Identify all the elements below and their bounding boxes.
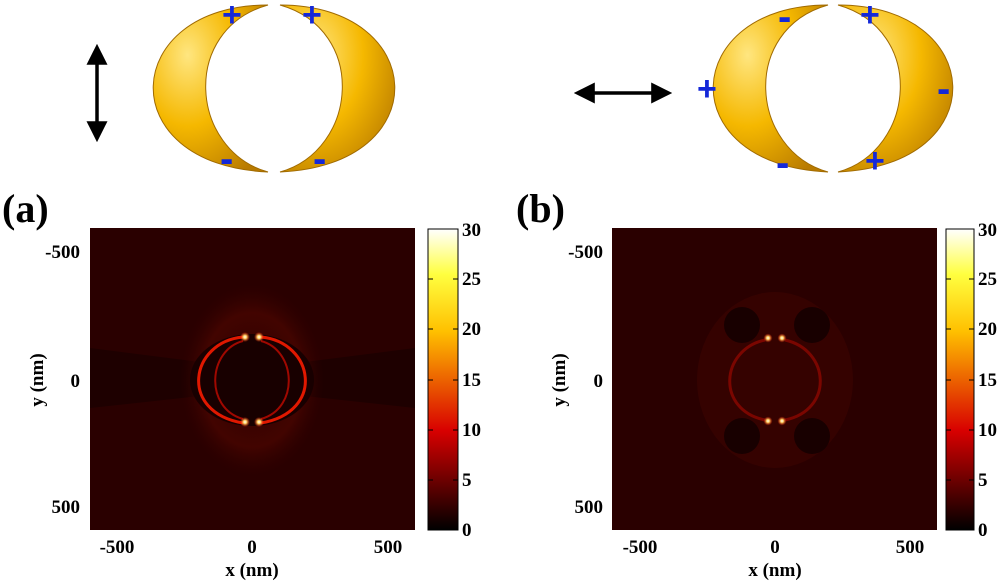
y-tick-label: 500 [575,497,604,518]
schematic-b: - + + - - + [573,0,954,185]
charge-sign: + [302,0,322,34]
charge-sign: - [313,137,326,181]
charge-sign: - [778,0,791,39]
y-tick-label: 500 [52,497,81,518]
crescent-edge-field [728,338,766,422]
colorbar-tick-label: 15 [462,370,481,391]
x-tick-label: 500 [896,537,925,558]
x-axis-label: x (nm) [225,560,278,581]
x-tick-label: 500 [374,537,403,558]
colorbar-tick-label: 25 [978,269,997,290]
panel-label-b: (b) [516,186,565,231]
charge-sign: + [697,70,717,108]
hotspot [777,416,787,426]
charge-sign: - [220,137,233,181]
charge-sign: + [222,0,242,34]
x-axis-label: x (nm) [748,560,801,581]
colorbar-tick-label: 5 [462,470,472,491]
colorbar-tick-label: 25 [462,269,481,290]
crescent-edge-field [260,340,290,420]
colorbar-tick-label: 20 [978,319,997,340]
hotspot [763,333,773,343]
colorbar-tick-label: 5 [978,470,988,491]
heatmap-b: -500 0 500 -500 0 500 x (nm) y (nm) 0 5 … [549,220,997,581]
crescent-left [152,4,269,173]
y-tick-label: 0 [594,371,604,392]
colorbar-tick-label: 15 [978,370,997,391]
crescent-edge-field [197,335,244,425]
colorbar-tick-label: 0 [462,520,472,541]
field-dark-lobe [724,307,760,343]
panel-label-a: (a) [2,186,49,231]
y-tick-label: -500 [568,242,603,263]
crescent-right [279,4,396,173]
hotspot [777,333,787,343]
crescent-edge-field [214,340,244,420]
field-glow [697,292,853,468]
colorbar-ticks-b [946,278,974,481]
y-axis-label: y (nm) [27,353,48,406]
hotspot [240,332,250,342]
crescent-edge-field [260,335,307,425]
colorbar-tick-label: 10 [462,420,481,441]
crescent-left [712,4,829,173]
heatmap-a: -500 0 500 -500 0 500 x (nm) y (nm) 0 5 … [27,220,481,581]
hotspot [254,332,264,342]
crescent-edge-field [784,338,822,422]
field-dark-lobe [794,418,830,454]
x-tick-label: 0 [247,537,257,558]
field-dark-lobe [724,418,760,454]
y-axis-label: y (nm) [549,353,570,406]
charge-sign: - [937,67,950,111]
x-tick-label: -500 [100,537,135,558]
colorbar-ticks-a [428,278,458,481]
charge-sign: + [865,142,885,180]
hotspot [240,417,250,427]
y-tick-label: -500 [45,242,80,263]
charge-sign: + [860,0,880,34]
colorbar-tick-label: 30 [978,220,997,241]
colorbar-tick-label: 20 [462,319,481,340]
x-tick-label: -500 [623,537,658,558]
field-dark-lobe [794,307,830,343]
crescent-right [837,4,954,173]
schematic-a: + + - - [86,0,396,181]
colorbar-tick-label: 0 [978,520,988,541]
field-dark-core [190,334,314,426]
hotspot [254,417,264,427]
x-tick-label: 0 [770,537,780,558]
hotspot [763,416,773,426]
colorbar-tick-label: 30 [462,220,481,241]
colorbar-tick-label: 10 [978,420,997,441]
charge-sign: - [776,141,789,185]
y-tick-label: 0 [71,371,81,392]
